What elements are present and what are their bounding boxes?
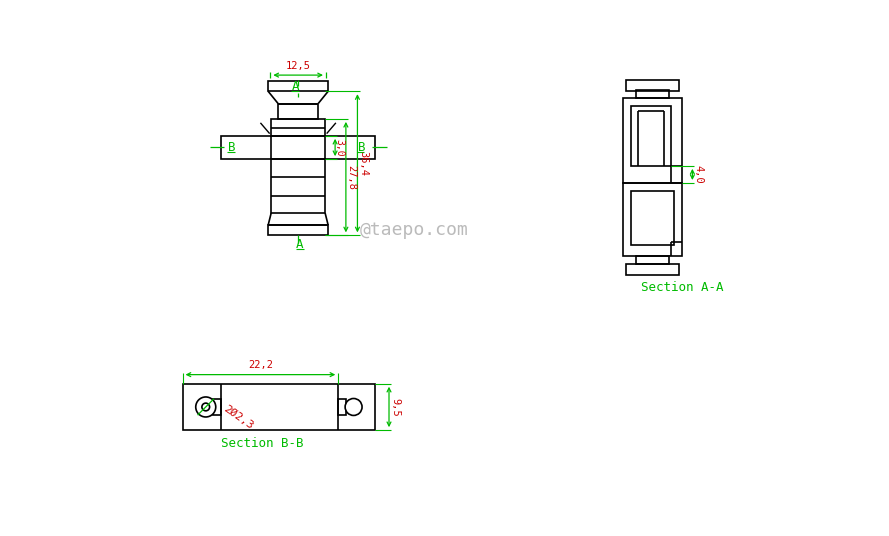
Text: A: A — [296, 238, 303, 251]
Text: 2Ø2,3: 2Ø2,3 — [221, 404, 254, 431]
Bar — [268, 225, 328, 235]
Ellipse shape — [202, 403, 210, 411]
Bar — [268, 81, 328, 91]
Bar — [221, 136, 375, 159]
Text: 22,2: 22,2 — [248, 360, 273, 370]
Text: B: B — [228, 141, 236, 154]
Text: Section A-A: Section A-A — [641, 281, 724, 294]
Bar — [182, 384, 375, 430]
Text: Section B-B: Section B-B — [221, 437, 304, 450]
Text: 12,5: 12,5 — [285, 61, 310, 71]
Bar — [271, 119, 325, 136]
Bar — [637, 91, 669, 98]
Text: A: A — [292, 80, 299, 93]
Bar — [631, 106, 671, 166]
Bar — [626, 264, 678, 274]
Text: 9,5: 9,5 — [390, 398, 400, 416]
Ellipse shape — [196, 397, 216, 417]
Text: 3,0: 3,0 — [335, 139, 345, 157]
Bar — [637, 256, 669, 264]
Text: 27,8: 27,8 — [347, 165, 356, 190]
Bar — [631, 191, 674, 244]
Bar — [278, 103, 318, 119]
Text: 4,0: 4,0 — [693, 165, 703, 184]
Text: @taepo.com: @taepo.com — [359, 221, 468, 239]
Bar — [623, 183, 682, 256]
Bar — [623, 98, 682, 183]
Text: 36,4: 36,4 — [358, 151, 369, 176]
Text: B: B — [357, 141, 365, 154]
Bar — [338, 398, 346, 415]
Ellipse shape — [345, 398, 362, 415]
Bar — [271, 159, 325, 213]
Bar — [626, 80, 678, 91]
Bar — [213, 398, 221, 415]
